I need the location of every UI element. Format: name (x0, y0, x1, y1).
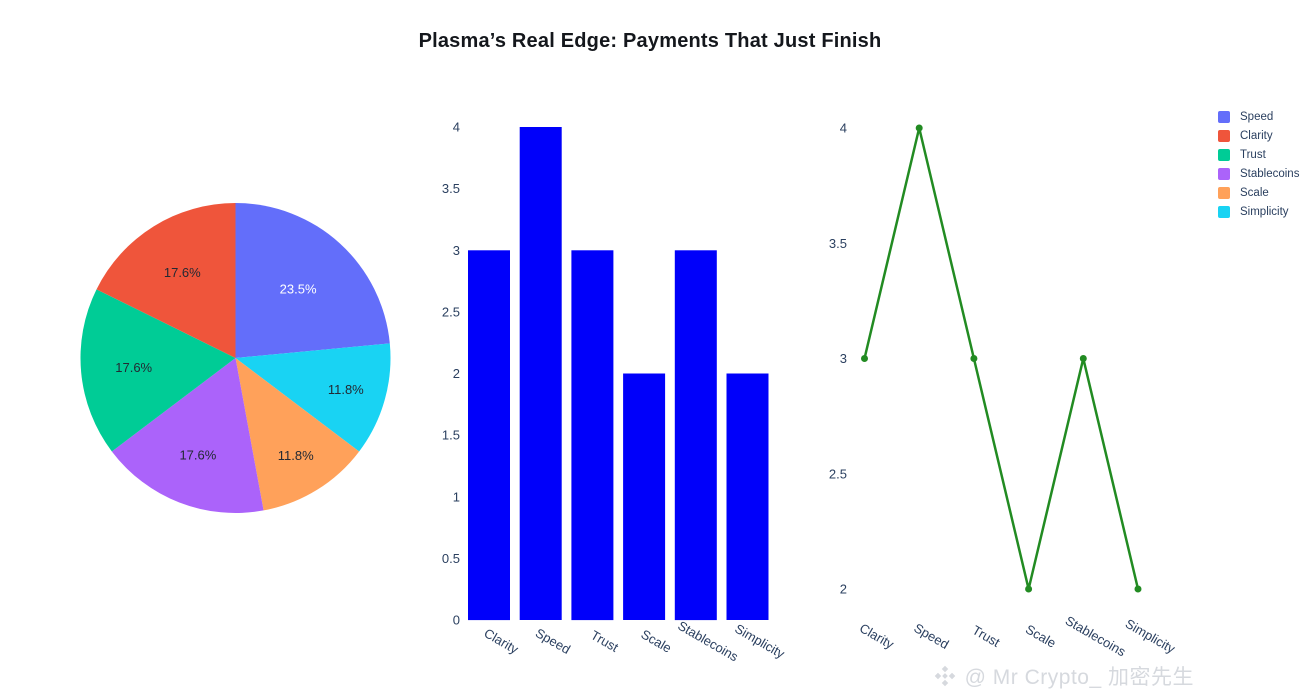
pie-slice-percent-label: 11.8% (328, 382, 364, 397)
legend-item-label: Trust (1240, 148, 1266, 161)
bar-y-tick-label: 2.5 (442, 304, 460, 319)
bar-x-tick-label: Speed (533, 625, 573, 657)
pie-slice-scale (235, 358, 360, 511)
legend-swatch (1218, 148, 1230, 161)
watermark-text: @ Mr Crypto_ 加密先生 (964, 666, 1194, 689)
line-x-tick-label: Clarity (857, 620, 897, 652)
bar-y-tick-label: 3 (453, 243, 460, 258)
bar-y-tick-label: 3.5 (442, 181, 460, 196)
line-series (863, 126, 1140, 591)
line-x-tick-label: Trust (970, 622, 1003, 650)
bar-x-tick-label: Simplicity (732, 621, 787, 662)
binance-diamond-icon (934, 665, 955, 687)
bar-x-tick-label: Trust (588, 627, 621, 655)
bar-clarity (468, 250, 510, 621)
pie-slice-percent-label: 11.8% (278, 448, 314, 463)
bar-trust (571, 250, 614, 621)
legend-swatch (1218, 186, 1230, 199)
bar-x-tick-label: Clarity (482, 625, 522, 657)
bar-y-tick-label: 0.5 (442, 551, 460, 566)
chart-title: Plasma’s Real Edge: Payments That Just F… (418, 30, 882, 52)
bar-y-tick-label: 0 (453, 613, 460, 628)
legend-item-label: Simplicity (1240, 205, 1289, 218)
legend-swatch (1218, 110, 1230, 123)
pie-slice-trust (80, 289, 236, 452)
legend-item-label: Speed (1240, 110, 1274, 123)
line-point-clarity (861, 355, 868, 362)
pie-slice-percent-label: 17.6% (164, 265, 201, 280)
legend-item-clarity[interactable]: Clarity (1218, 126, 1299, 145)
legend: Speed Clarity Trust Stablecoins Scale Si… (1218, 107, 1299, 221)
line-y-tick-label: 2 (840, 582, 847, 597)
legend-item-simplicity[interactable]: Simplicity (1218, 202, 1299, 221)
line-y-tick-label: 3.5 (829, 236, 847, 251)
pie-slice-speed (235, 203, 390, 358)
bar-stablecoins (674, 250, 717, 621)
bar-y-tick-label: 1.5 (442, 428, 460, 443)
pie-slice-percent-label: 23.5% (280, 282, 317, 297)
line-x-tick-label: Simplicity (1123, 616, 1178, 657)
legend-item-label: Clarity (1240, 129, 1273, 142)
line-point-stablecoins (1079, 355, 1087, 362)
bar-scale (623, 373, 666, 620)
line-x-tick-label: Scale (1023, 621, 1059, 650)
bar-simplicity (726, 373, 769, 620)
line-y-tick-label: 4 (840, 121, 847, 136)
legend-swatch (1218, 167, 1230, 180)
legend-swatch (1218, 205, 1230, 218)
line-point-simplicity (1134, 585, 1142, 593)
line-x-tick-label: Speed (911, 620, 951, 652)
line-point-trust (970, 355, 978, 362)
pie-slice-stablecoins (111, 358, 264, 513)
watermark: @ Mr Crypto_ 加密先生 (932, 661, 1194, 691)
bar-x-tick-label: Scale (639, 626, 675, 655)
legend-swatch (1218, 129, 1230, 142)
line-point-speed (915, 124, 923, 132)
bar-x-tick-label: Stablecoins (675, 618, 741, 665)
bar-y-tick-label: 1 (453, 489, 460, 504)
line-chart: 2 2.5 3 3.5 4 Clarity Speed Trust Scale Stablecoi… (829, 121, 1178, 660)
legend-item-label: Scale (1240, 186, 1269, 199)
legend-item-label: Stablecoins (1240, 167, 1300, 180)
legend-item-scale[interactable]: Scale (1218, 183, 1299, 202)
line-point-scale (1025, 585, 1033, 593)
legend-item-stablecoins[interactable]: Stablecoins (1218, 164, 1299, 183)
line-y-tick-label: 2.5 (829, 466, 847, 481)
line-y-tick-label: 3 (840, 351, 847, 366)
pie-slice-percent-label: 17.6% (115, 360, 152, 375)
bar-speed (519, 127, 562, 620)
pie-slice-clarity (96, 203, 236, 358)
pie-chart: 23.5% 11.8% 11.8% 17.6% 17.6% 17.6% (80, 203, 391, 513)
legend-item-speed[interactable]: Speed (1218, 107, 1299, 126)
bar-y-tick-label: 4 (453, 120, 460, 135)
pie-slice-percent-label: 17.6% (179, 447, 216, 462)
line-x-tick-label: Stablecoins (1063, 613, 1129, 660)
pie-slice-simplicity (235, 343, 391, 452)
bar-y-tick-label: 2 (453, 366, 460, 381)
legend-item-trust[interactable]: Trust (1218, 145, 1299, 164)
